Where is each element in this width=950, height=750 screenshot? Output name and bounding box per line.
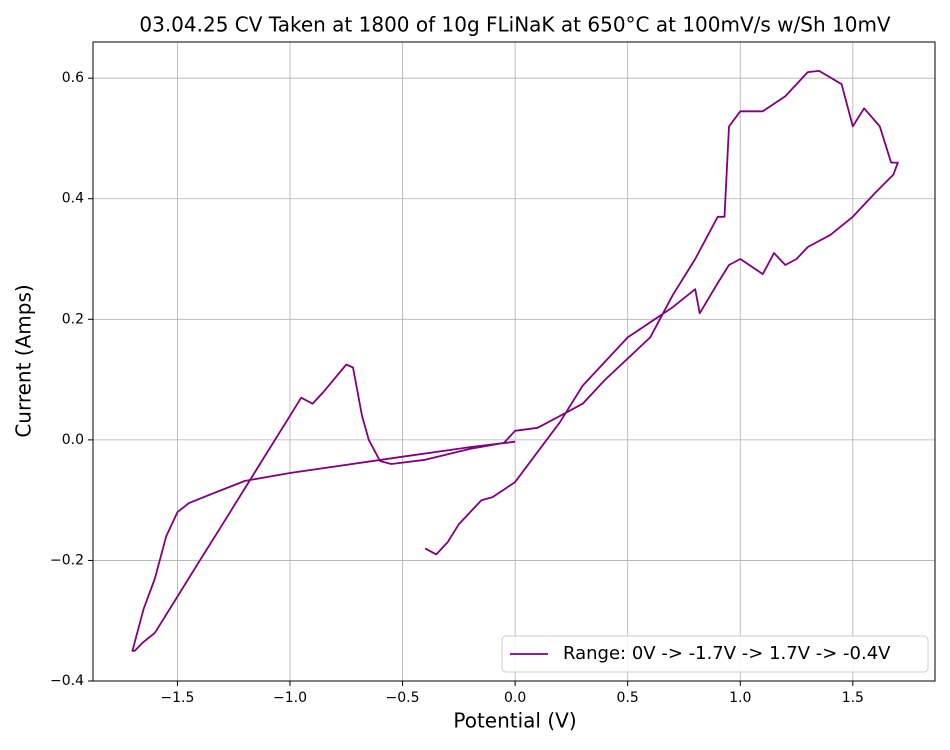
x-tick-label: 1.0: [729, 690, 751, 706]
x-tick-label: −1.0: [273, 690, 307, 706]
y-tick-label: −0.2: [50, 552, 84, 568]
data-line: [131, 70, 899, 652]
legend: Range: 0V -> -1.7V -> 1.7V -> -0.4V: [501, 635, 929, 673]
chart-title: 03.04.25 CV Taken at 1800 of 10g FLiNaK …: [139, 13, 891, 37]
x-axis-label: Potential (V): [453, 709, 576, 733]
x-tick-label: 0.0: [504, 690, 526, 706]
y-tick-label: −0.4: [50, 673, 84, 689]
x-tick-label: −1.5: [160, 690, 194, 706]
x-tick-label: −0.5: [386, 690, 420, 706]
plot-frame: [92, 41, 936, 682]
y-tick-label: 0.0: [62, 432, 84, 448]
x-tick-label: 0.5: [617, 690, 639, 706]
y-tick-label: 0.2: [62, 311, 84, 327]
x-tick-label: 1.5: [842, 690, 864, 706]
y-tick-label: 0.4: [62, 191, 84, 207]
y-tick-label: 0.6: [62, 70, 84, 86]
y-axis-label: Current (Amps): [12, 284, 36, 437]
legend-box: [501, 635, 929, 673]
legend-label: Range: 0V -> -1.7V -> 1.7V -> -0.4V: [563, 643, 891, 664]
